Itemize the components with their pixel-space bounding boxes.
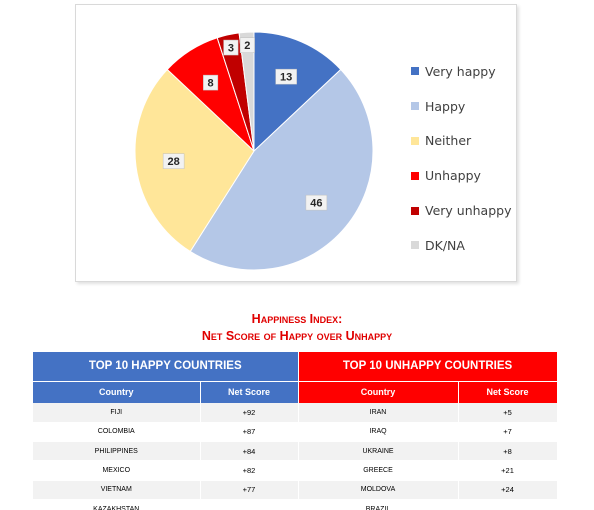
table-row: PHILIPPINES +84 UKRAINE +8	[33, 441, 558, 462]
legend-swatch	[411, 136, 419, 145]
column-header-country: Country	[298, 380, 459, 403]
table-row: COLOMBIA +87 IRAQ +7	[33, 422, 558, 443]
svg-text:3: 3	[228, 43, 234, 55]
happy-country-cell: PHILIPPINES	[33, 441, 201, 462]
happy-country-cell: COLOMBIA	[33, 422, 201, 443]
legend-item-happy: Happy	[411, 89, 511, 124]
pie-chart-panel: 13 46 28 8 3 2 Very happy Happy Neither Unhap…	[75, 4, 517, 282]
happy-score-cell: +77	[200, 480, 299, 500]
legend-item-dk-na: DK/NA	[411, 228, 511, 263]
legend-swatch	[411, 206, 419, 215]
happy-country-cell: MEXICO	[33, 460, 201, 481]
svg-text:13: 13	[280, 72, 292, 84]
happy-score-cell: +92	[200, 403, 299, 423]
happy-countries-header: TOP 10 HAPPY COUNTRIES	[33, 352, 299, 381]
pie-data-label: 2	[239, 37, 255, 53]
pie-data-label: 28	[162, 153, 185, 169]
happy-country-cell: VIETNAM	[33, 480, 201, 500]
column-header-net-score: Net Score	[458, 380, 558, 403]
svg-text:46: 46	[310, 198, 322, 210]
legend-swatch	[411, 171, 419, 180]
happy-score-cell	[200, 499, 299, 510]
svg-text:2: 2	[244, 40, 250, 52]
legend-item-neither: Neither	[411, 124, 511, 159]
unhappy-score-cell: +21	[458, 460, 558, 481]
legend-label: Very happy	[425, 63, 496, 79]
happy-country-cell: FIJI	[33, 403, 201, 423]
svg-text:8: 8	[208, 78, 214, 90]
unhappy-score-cell: +8	[458, 441, 558, 462]
pie-data-label: 46	[305, 194, 328, 211]
unhappy-country-cell: UKRAINE	[298, 441, 459, 462]
legend-label: Very unhappy	[425, 203, 512, 219]
unhappy-country-cell: MOLDOVA	[298, 480, 459, 500]
unhappy-score-cell: +5	[458, 403, 558, 423]
happy-score-cell: +84	[200, 441, 299, 462]
legend-item-very-happy: Very happy	[411, 54, 511, 89]
legend-label: DK/NA	[425, 237, 465, 253]
table-row: FIJI +92 IRAN +5	[33, 403, 558, 423]
pie-slice-dk-na	[238, 31, 255, 152]
legend-label: Neither	[425, 133, 472, 149]
legend-item-very-unhappy: Very unhappy	[411, 193, 511, 228]
pie-data-label: 3	[223, 39, 239, 56]
pie-slice-happy	[189, 68, 374, 271]
legend-swatch	[411, 241, 419, 250]
pie-data-label: 8	[203, 74, 219, 91]
column-header-net-score: Net Score	[200, 380, 299, 403]
country-scores-table: TOP 10 HAPPY COUNTRIES TOP 10 UNHAPPY CO…	[33, 352, 558, 510]
table-row: MEXICO +82 GREECE +21	[33, 460, 558, 481]
legend-swatch	[411, 67, 419, 76]
table-row: KAZAKHSTAN BRAZIL	[33, 499, 558, 510]
happy-country-cell: KAZAKHSTAN	[33, 499, 201, 510]
unhappy-countries-header: TOP 10 UNHAPPY COUNTRIES	[298, 352, 558, 381]
unhappy-score-cell: +24	[458, 480, 558, 500]
pie-data-label: 13	[275, 68, 297, 85]
column-header-country: Country	[33, 380, 201, 403]
unhappy-country-cell: IRAQ	[298, 422, 459, 443]
index-subtitle: Net Score of Happy over Unhappy	[201, 329, 393, 343]
pie-slice-neither	[134, 68, 255, 253]
unhappy-country-cell: BRAZIL	[298, 499, 459, 510]
pie-slice-very-happy	[253, 31, 342, 153]
index-title: Happiness Index:	[251, 312, 343, 326]
unhappy-country-cell: IRAN	[298, 403, 459, 423]
legend-swatch	[411, 102, 419, 111]
legend-item-unhappy: Unhappy	[411, 158, 511, 193]
happy-score-cell: +87	[200, 422, 299, 443]
unhappy-country-cell: GREECE	[298, 460, 459, 481]
table-row: VIETNAM +77 MOLDOVA +24	[33, 480, 558, 500]
chart-legend: Very happy Happy Neither Unhappy Very un…	[411, 54, 511, 263]
unhappy-score-cell: +7	[458, 422, 558, 443]
unhappy-score-cell	[458, 499, 558, 510]
legend-label: Happy	[425, 98, 466, 114]
pie-chart: 13 46 28 8 3 2	[134, 31, 374, 271]
svg-text:28: 28	[168, 156, 180, 168]
happy-score-cell: +82	[200, 460, 299, 481]
legend-label: Unhappy	[425, 168, 481, 184]
